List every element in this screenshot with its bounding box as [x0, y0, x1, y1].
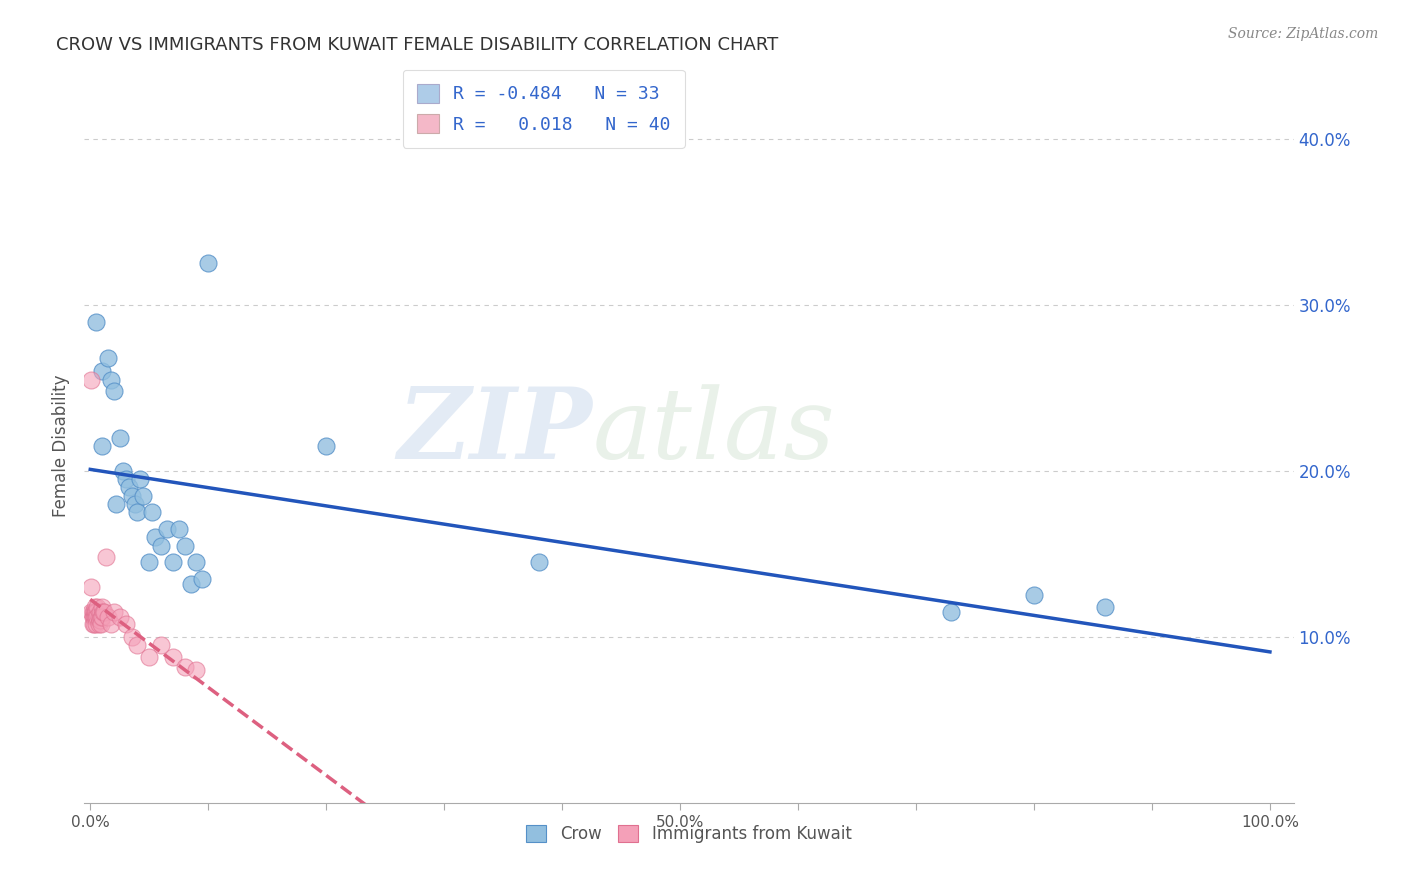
- Point: [82, 616, 104, 631]
- Point: [87, 616, 110, 631]
- Point: [82, 605, 104, 619]
- Point: [114, 616, 136, 631]
- Point: [127, 638, 149, 652]
- Point: [180, 576, 202, 591]
- Point: [121, 489, 143, 503]
- Point: [83, 610, 105, 624]
- Point: [315, 439, 337, 453]
- Point: [197, 256, 219, 270]
- Point: [91, 364, 114, 378]
- Legend: Crow, Immigrants from Kuwait: Crow, Immigrants from Kuwait: [519, 817, 859, 852]
- Point: [191, 572, 214, 586]
- Point: [86, 610, 108, 624]
- Point: [527, 555, 550, 569]
- Point: [103, 605, 125, 619]
- Point: [105, 497, 128, 511]
- Point: [118, 481, 141, 495]
- Point: [83, 605, 105, 619]
- Text: Source: ZipAtlas.com: Source: ZipAtlas.com: [1227, 27, 1378, 41]
- Point: [84, 599, 107, 614]
- Point: [138, 649, 160, 664]
- Point: [121, 630, 143, 644]
- Point: [162, 649, 184, 664]
- Point: [91, 605, 114, 619]
- Point: [173, 659, 195, 673]
- Point: [84, 610, 107, 624]
- Point: [100, 616, 122, 631]
- Point: [124, 497, 146, 511]
- Point: [941, 605, 963, 619]
- Point: [127, 505, 149, 519]
- Point: [87, 610, 110, 624]
- Point: [82, 610, 104, 624]
- Point: [186, 663, 208, 677]
- Point: [97, 351, 120, 365]
- Point: [86, 599, 108, 614]
- Point: [108, 610, 131, 624]
- Point: [132, 489, 155, 503]
- Point: [114, 472, 136, 486]
- Point: [90, 610, 112, 624]
- Point: [80, 605, 103, 619]
- Point: [100, 373, 122, 387]
- Point: [150, 539, 173, 553]
- Point: [80, 373, 103, 387]
- Point: [84, 605, 107, 619]
- Point: [83, 616, 105, 631]
- Point: [103, 384, 125, 399]
- Point: [167, 522, 190, 536]
- Point: [89, 613, 111, 627]
- Point: [1022, 588, 1045, 602]
- Point: [141, 505, 163, 519]
- Point: [173, 539, 195, 553]
- Point: [91, 599, 114, 614]
- Text: atlas: atlas: [592, 384, 835, 479]
- Text: ZIP: ZIP: [398, 384, 592, 480]
- Point: [150, 638, 173, 652]
- Point: [84, 616, 107, 631]
- Point: [84, 314, 107, 328]
- Point: [94, 550, 117, 565]
- Point: [112, 464, 135, 478]
- Point: [186, 555, 208, 569]
- Point: [84, 610, 107, 624]
- Text: CROW VS IMMIGRANTS FROM KUWAIT FEMALE DISABILITY CORRELATION CHART: CROW VS IMMIGRANTS FROM KUWAIT FEMALE DI…: [56, 36, 779, 54]
- Point: [90, 616, 112, 631]
- Point: [1094, 599, 1116, 614]
- Point: [91, 610, 114, 624]
- Point: [108, 431, 131, 445]
- Point: [128, 472, 150, 486]
- Point: [91, 439, 114, 453]
- Point: [156, 522, 179, 536]
- Point: [138, 555, 160, 569]
- Point: [143, 530, 166, 544]
- Point: [93, 605, 115, 619]
- Point: [162, 555, 184, 569]
- Point: [97, 610, 120, 624]
- Point: [89, 605, 111, 619]
- Point: [80, 580, 103, 594]
- Y-axis label: Female Disability: Female Disability: [52, 375, 70, 517]
- Point: [84, 605, 107, 619]
